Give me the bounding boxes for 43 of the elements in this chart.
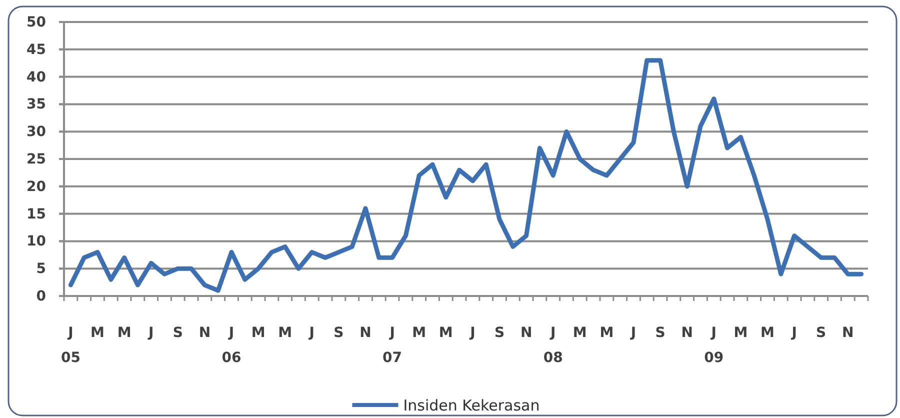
y-tick-label: 35 [26, 96, 46, 113]
x-tick-label: M [438, 325, 453, 341]
x-tick-label: S [172, 325, 183, 341]
x-tick-label: M [90, 325, 104, 341]
x-tick-label: M [278, 325, 292, 341]
x-tick-label: N [360, 325, 372, 341]
x-tick-label: M [117, 325, 132, 341]
y-tick-label: 20 [26, 178, 46, 195]
legend-label: Insiden Kekerasan [403, 396, 540, 414]
y-tick-label: 15 [26, 206, 46, 222]
y-tick-label: 0 [36, 288, 46, 304]
x-tick-label: J [469, 325, 476, 341]
x-tick-label: J 08 [543, 325, 563, 366]
x-tick-label: N [681, 325, 693, 341]
y-tick-label: 30 [26, 124, 46, 140]
x-tick-label: J 06 [222, 325, 242, 366]
x-tick-label: M [734, 325, 748, 341]
x-tick-label: J [630, 325, 636, 341]
x-tick-label: N [198, 325, 211, 341]
x-tick-label: J [147, 325, 154, 341]
x-tick-label: N [520, 325, 532, 341]
line-series [68, 58, 864, 293]
x-tick-label: M [572, 325, 587, 341]
x-tick-label: J 09 [704, 325, 724, 366]
x-tick-label: M [412, 325, 426, 341]
y-tick-label: 5 [36, 261, 46, 278]
x-tick-label: M [600, 325, 614, 341]
x-tick-label: S [494, 325, 505, 341]
x-tick-label: N [842, 325, 854, 341]
y-tick-label: 40 [26, 69, 46, 86]
y-tick-label: 50 [26, 14, 46, 30]
x-tick-label: M [760, 325, 774, 341]
x-tick-label: S [334, 325, 344, 341]
y-tick-label: 10 [26, 234, 46, 250]
x-tick-label: J 05 [60, 325, 80, 366]
y-tick-label: 25 [26, 151, 46, 168]
x-tick-label: S [655, 325, 666, 341]
x-tick-label: J [790, 325, 797, 341]
x-tick-label: M [251, 325, 266, 341]
y-tick-label: 45 [26, 42, 46, 58]
x-tick-label: J 07 [382, 325, 402, 366]
x-tick-label: S [816, 325, 826, 341]
x-tick-label: J [308, 325, 315, 341]
